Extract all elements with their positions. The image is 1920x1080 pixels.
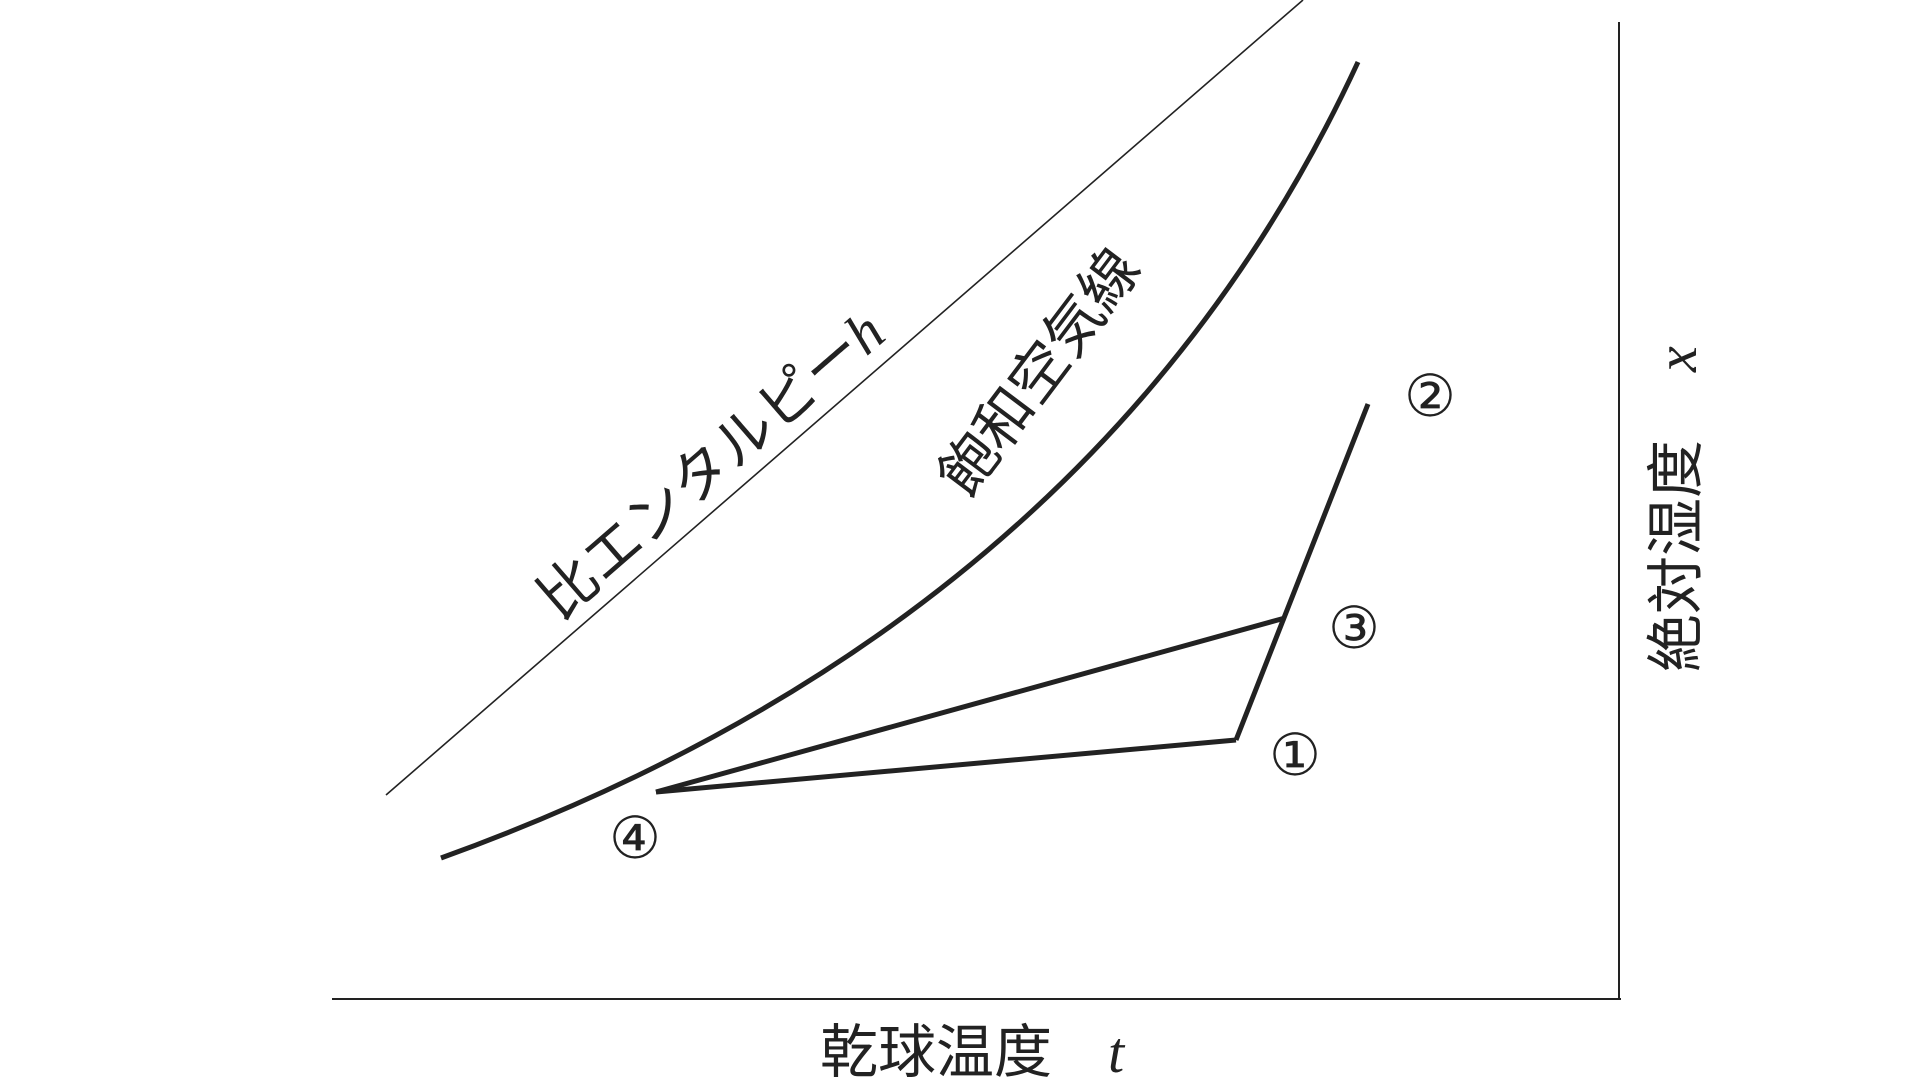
state-point-2: ② (1404, 362, 1456, 430)
y-axis-symbol: x (1644, 346, 1709, 373)
state-point-4: ④ (609, 804, 661, 872)
y-axis-title-text: 絶対湿度 (1642, 440, 1710, 672)
process-line-4-1 (655, 737, 1237, 795)
process-line-4-3 (655, 615, 1286, 795)
svg-text:比エンタルピー: 比エンタルピー (525, 315, 876, 632)
saturation-curve (440, 60, 1361, 861)
state-point-1: ① (1269, 721, 1321, 789)
x-axis-title-text: 乾球温度 (820, 1018, 1052, 1080)
enthalpy-line (385, 0, 1304, 796)
y-axis-title: 絶対湿度 x (1642, 346, 1710, 672)
saturation-label: 飽和空気線 (925, 236, 1154, 509)
enthalpy-label-text: 比エンタルピー (525, 315, 876, 632)
saturation-label-text: 飽和空気線 (925, 236, 1154, 509)
state-point-3: ③ (1328, 594, 1380, 662)
process-line-1-2 (1233, 403, 1371, 741)
x-axis-title: 乾球温度 t (820, 1018, 1126, 1080)
x-axis-symbol: t (1108, 1020, 1126, 1080)
enthalpy-label: 比エンタルピー h (525, 299, 897, 633)
